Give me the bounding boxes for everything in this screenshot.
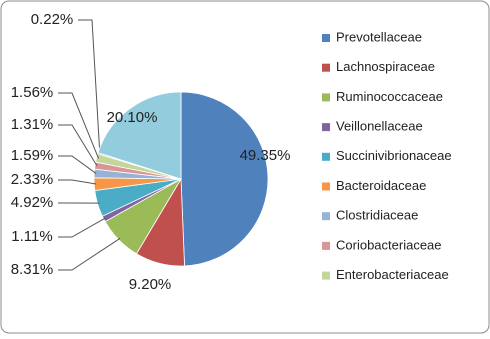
legend-swatch [322, 272, 330, 280]
legend-swatch [322, 64, 330, 72]
legend-label: Bacteroidaceae [336, 178, 426, 193]
data-label: 8.31% [11, 261, 54, 278]
legend-swatch [322, 183, 330, 191]
legend-label: Veillonellaceae [336, 119, 423, 134]
data-label: 1.56% [11, 84, 54, 101]
data-label: 0.22% [31, 11, 74, 28]
data-label: 9.20% [129, 276, 172, 293]
data-label: 4.92% [11, 194, 54, 211]
legend-swatch [322, 242, 330, 250]
data-label: 1.11% [11, 228, 52, 245]
legend-swatch [322, 93, 330, 101]
legend-swatch [322, 34, 330, 42]
data-label: 49.35% [240, 147, 291, 164]
legend-label: Clostridiaceae [336, 208, 418, 223]
legend-label: Enterobacteriaceae [336, 267, 449, 282]
legend-swatch [322, 123, 330, 131]
legend-swatch [322, 153, 330, 161]
data-label: 20.10% [107, 109, 158, 126]
legend-label: Coriobacteriaceae [336, 237, 442, 252]
legend-label: Prevotellaceae [336, 29, 422, 44]
legend-label: Lachnospiraceae [336, 59, 435, 74]
data-label: 2.33% [11, 171, 54, 188]
legend-swatch [322, 212, 330, 220]
data-label: 1.59% [11, 147, 54, 164]
legend-label: Succinivibrionaceae [336, 148, 452, 163]
legend-label: Ruminococcaceae [336, 89, 443, 104]
data-label: 1.31% [11, 116, 54, 133]
